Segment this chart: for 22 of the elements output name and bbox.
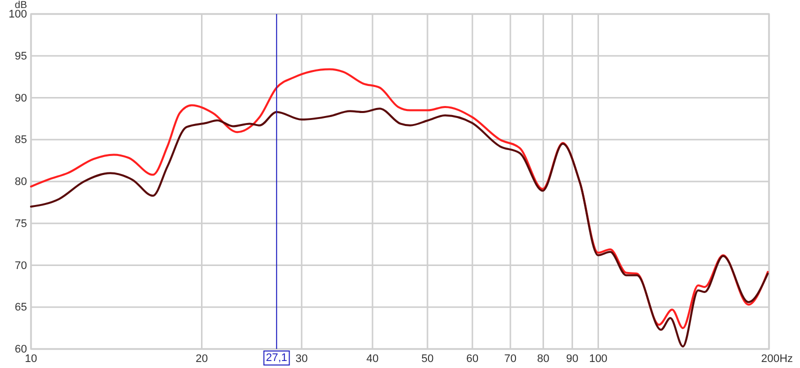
x-tick-label: 80 xyxy=(537,352,550,365)
y-tick-label: 65 xyxy=(14,302,27,314)
y-tick-label: 80 xyxy=(14,176,27,188)
x-tick-label: 90 xyxy=(566,352,578,365)
y-tick-label: 90 xyxy=(14,92,27,104)
y-tick-label: 85 xyxy=(14,134,27,146)
x-tick-label: 200Hz xyxy=(761,352,793,365)
y-tick-label: 70 xyxy=(14,260,27,272)
x-tick-label: 70 xyxy=(504,352,516,365)
y-tick-label: 60 xyxy=(14,344,27,356)
x-tick-label: 40 xyxy=(366,352,379,365)
y-tick-label: 75 xyxy=(14,218,27,230)
y-tick-label: 95 xyxy=(14,50,27,62)
x-tick-label: 60 xyxy=(466,352,479,365)
x-tick-label: 10 xyxy=(24,352,38,365)
x-tick-label: 100 xyxy=(589,352,608,365)
y-tick-label: 100 xyxy=(8,8,27,21)
x-tick-label: 20 xyxy=(196,352,208,365)
x-tick-label: 50 xyxy=(421,352,434,365)
y-axis-title: dB xyxy=(14,0,28,11)
x-tick-label: 30 xyxy=(296,352,308,365)
ref-line-label: 27,1 xyxy=(266,352,288,364)
